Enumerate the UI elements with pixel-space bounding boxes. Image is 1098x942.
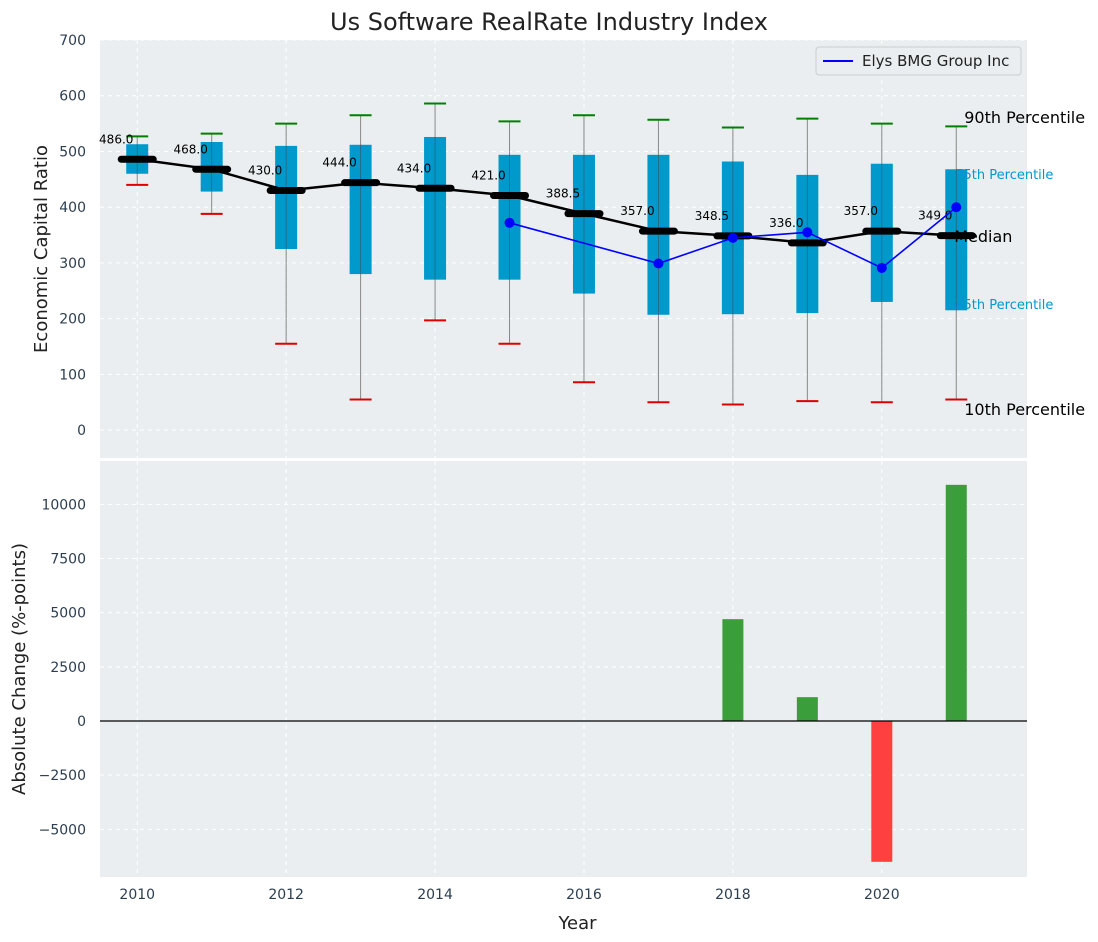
median-value-label: 468.0 [174, 142, 208, 156]
percentile-annotations: 90th Percentile 75th Percentile Median 2… [954, 108, 1085, 419]
bottom-ytick-label: −2500 [39, 768, 86, 784]
top-boxes [126, 102, 968, 406]
bottom-panel: −5000 −2500 0 2500 5000 7500 10000 2010 2012 2014… [9, 461, 1027, 934]
annotation-p10: 10th Percentile [964, 400, 1085, 419]
company-point [727, 232, 738, 243]
xtick-label: 2018 [715, 887, 751, 903]
xtick-label: 2010 [119, 887, 155, 903]
top-ytick-label: 300 [59, 256, 86, 272]
company-line [509, 206, 957, 269]
top-panel: 486.0 468.0 430.0 444.0 434.0 421.0 388.5 357.0… [31, 33, 1085, 458]
legend-label: Elys BMG Group Inc [862, 52, 1009, 70]
legend-box [815, 46, 1022, 76]
annotation-median: Median [954, 227, 1012, 246]
change-bar [945, 484, 967, 721]
top-ytick-label: 600 [59, 89, 86, 105]
bottom-ytick-label: 5000 [50, 606, 86, 622]
change-bars [722, 484, 967, 862]
median-value-label: 434.0 [397, 161, 431, 175]
company-series [504, 202, 962, 273]
company-point [802, 227, 813, 238]
top-ytick-label: 100 [59, 367, 86, 383]
company-point [653, 258, 664, 269]
legend: Elys BMG Group Inc [815, 46, 1022, 76]
median-value-label: 430.0 [248, 163, 282, 177]
median-value-label: 486.0 [99, 132, 133, 146]
chart-title: Us Software RealRate Industry Index [330, 8, 768, 36]
xtick-label: 2016 [566, 887, 602, 903]
company-point [504, 217, 515, 228]
bottom-xlabel: Year [557, 913, 597, 934]
xtick-label: 2020 [864, 887, 900, 903]
median-value-label: 349.0 [918, 209, 952, 223]
top-ytick-label: 400 [59, 200, 86, 216]
annotation-p75: 75th Percentile [955, 168, 1053, 183]
change-bar [871, 721, 893, 862]
top-ytick-label: 0 [77, 423, 86, 439]
change-bar [796, 697, 818, 721]
top-ytick-label: 200 [59, 312, 86, 328]
top-axes: 0 100 200 300 400 500 600 700 [59, 33, 86, 439]
median-value-label: 421.0 [471, 168, 505, 182]
annotation-p90: 90th Percentile [964, 108, 1085, 127]
bottom-ytick-label: 7500 [50, 552, 86, 568]
top-ytick-label: 500 [59, 144, 86, 160]
bottom-ytick-label: −5000 [39, 822, 86, 838]
xtick-label: 2012 [268, 887, 304, 903]
company-point [951, 202, 962, 213]
change-bar [722, 619, 744, 721]
median-value-label: 357.0 [620, 204, 654, 218]
bottom-ytick-label: 2500 [50, 660, 86, 676]
bottom-ylabel: Absolute Change (%-points) [9, 543, 30, 795]
median-value-label: 444.0 [322, 156, 356, 170]
median-value-label: 357.0 [844, 204, 878, 218]
median-series: 486.0 468.0 430.0 444.0 434.0 421.0 388.5 357.0… [99, 132, 976, 247]
top-ytick-label: 700 [59, 33, 86, 49]
bottom-ytick-label: 0 [77, 714, 86, 730]
median-value-label: 388.5 [546, 187, 580, 201]
annotation-p25: 25th Percentile [955, 298, 1053, 313]
top-ylabel: Economic Capital Ratio [31, 145, 52, 353]
bottom-axes: −5000 −2500 0 2500 5000 7500 10000 2010 2012 2014… [39, 497, 1027, 903]
median-value-label: 336.0 [769, 216, 803, 230]
bottom-ytick-label: 10000 [41, 497, 86, 513]
xtick-label: 2014 [417, 887, 453, 903]
company-point [876, 262, 887, 273]
median-value-label: 348.5 [695, 209, 729, 223]
